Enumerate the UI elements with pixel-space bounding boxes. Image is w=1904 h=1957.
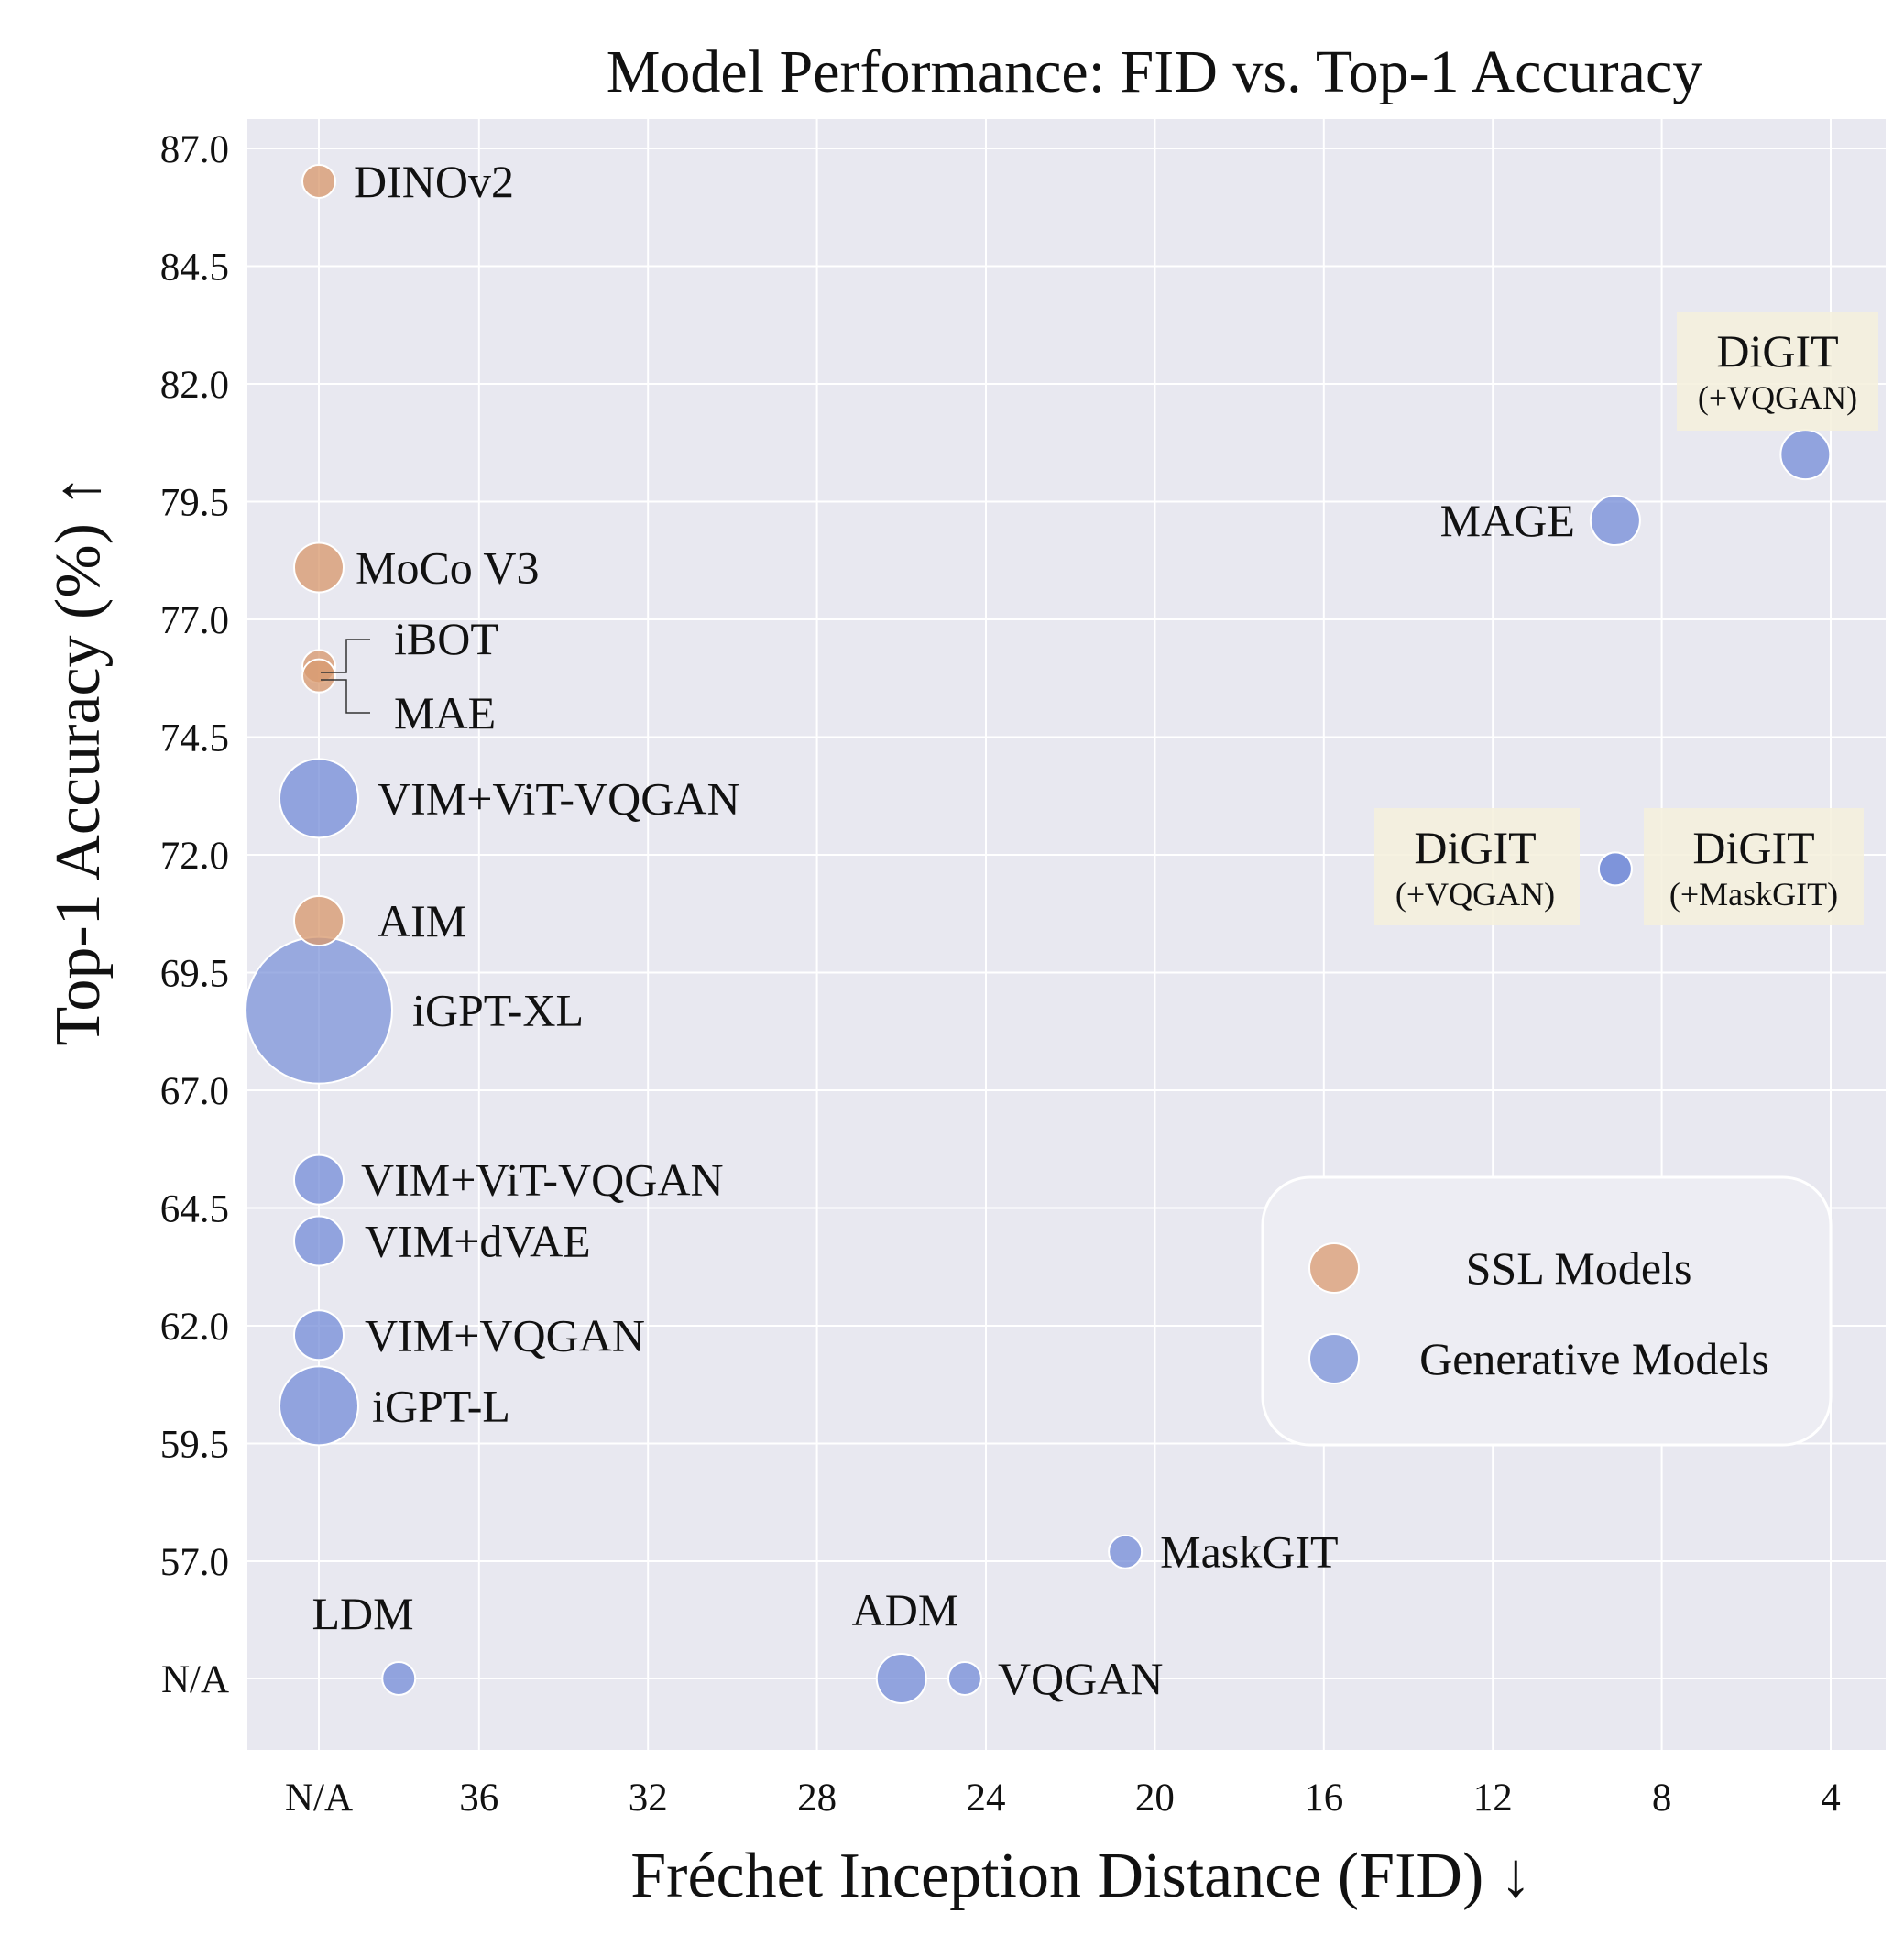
point-label-dinov2: DINOv2 xyxy=(354,156,514,207)
x-tick-label: 24 xyxy=(967,1777,1006,1820)
x-tick-label: 8 xyxy=(1652,1777,1672,1820)
point-label-vim-dvae: VIM+dVAE xyxy=(365,1215,591,1266)
point-label-vim-vit-vqgan: VIM+ViT-VQGAN xyxy=(361,1154,724,1206)
x-tick-label: 4 xyxy=(1821,1777,1841,1820)
point-adm xyxy=(875,1653,927,1704)
point-vim-dvae xyxy=(293,1215,345,1267)
y-tick-label: 67.0 xyxy=(160,1070,229,1113)
y-tick-label: 64.5 xyxy=(160,1188,229,1231)
annotation-box xyxy=(1374,808,1580,925)
point-vim-vqgan xyxy=(293,1309,345,1361)
legend-label-generative: Generative Models xyxy=(1419,1333,1769,1384)
y-axis-label: Top-1 Accuracy (%) ↑ xyxy=(43,476,114,1046)
y-tick-label: 84.5 xyxy=(160,246,229,290)
point-igpt-xl xyxy=(245,935,393,1085)
y-tick-label: 74.5 xyxy=(160,717,229,760)
x-tick-label: 32 xyxy=(629,1777,668,1820)
legend-box xyxy=(1261,1175,1833,1447)
y-tick-label: 72.0 xyxy=(160,835,229,878)
y-tick-label: 62.0 xyxy=(160,1306,229,1349)
y-tick-label: N/A xyxy=(161,1658,229,1701)
point-digit-vqgan xyxy=(1779,429,1832,481)
y-tick-label: 69.5 xyxy=(160,953,229,996)
plot-area xyxy=(247,119,1886,1750)
point-label-moco-v3: MoCo V3 xyxy=(356,541,540,593)
point-vim-vit-vqgan xyxy=(279,758,359,839)
point-labels: DINOv2 MoCo V3 iBOT MAE AIM VIM+ViT-VQGAN iGPT… xyxy=(312,156,1878,1704)
point-label-aim: AIM xyxy=(378,895,466,946)
point-sublabel: (+VQGAN) xyxy=(1698,379,1857,416)
point-label-adm: ADM xyxy=(852,1584,959,1635)
point-sublabel: (+VQGAN) xyxy=(1395,876,1555,913)
point-vim-vit-vqgan xyxy=(293,1153,345,1206)
point-label-vqgan: VQGAN xyxy=(998,1653,1164,1704)
point-ldm xyxy=(381,1661,417,1696)
chart-title: Model Performance: FID vs. Top-1 Accurac… xyxy=(607,38,1703,105)
point-label-digit: DiGIT xyxy=(1692,822,1814,873)
point-label-mae: MAE xyxy=(394,687,496,738)
tick-labels: N/A 36 32 28 24 20 16 12 8 4 N/A 57.0 59.5 62.0 64.5 67… xyxy=(160,128,1841,1820)
point-label-ldm: LDM xyxy=(312,1588,413,1639)
x-tick-label: 16 xyxy=(1304,1777,1343,1820)
point-label-vim-vqgan: VIM+VQGAN xyxy=(365,1309,645,1361)
x-tick-label: 12 xyxy=(1473,1777,1513,1820)
leader-line xyxy=(321,639,370,673)
point-mae xyxy=(301,658,336,694)
x-tick-label: 28 xyxy=(797,1777,837,1820)
annotation-box xyxy=(1677,312,1878,431)
point-sublabel: (+MaskGIT) xyxy=(1669,876,1838,913)
legend-swatch-generative xyxy=(1308,1333,1360,1384)
point-label-igpt-xl: iGPT-XL xyxy=(412,985,584,1036)
y-tick-label: 87.0 xyxy=(160,128,229,171)
point-aim xyxy=(293,894,345,946)
legend-swatch-ssl xyxy=(1308,1242,1360,1294)
point-label-ibot: iBOT xyxy=(394,613,498,664)
point-dinov2 xyxy=(301,163,336,199)
annotation-box xyxy=(1644,808,1864,925)
point-igpt-l xyxy=(279,1365,359,1447)
point-vqgan xyxy=(947,1661,982,1696)
legend-label-ssl: SSL Models xyxy=(1466,1242,1692,1294)
point-maskgit xyxy=(1108,1534,1143,1569)
point-label-vim-vit-vqgan: VIM+ViT-VQGAN xyxy=(378,772,740,824)
point-label-mage: MAGE xyxy=(1440,495,1575,546)
point-mage xyxy=(1589,495,1641,547)
x-axis-label: Fréchet Inception Distance (FID) ↓ xyxy=(630,1841,1532,1911)
y-tick-label: 77.0 xyxy=(160,599,229,642)
y-tick-label: 79.5 xyxy=(160,482,229,525)
point-label-digit: DiGIT xyxy=(1716,325,1838,377)
y-tick-label: 59.5 xyxy=(160,1424,229,1467)
y-tick-label: 57.0 xyxy=(160,1541,229,1584)
legend: SSL Models Generative Models xyxy=(1261,1175,1833,1447)
point-label-digit: DiGIT xyxy=(1414,822,1536,873)
x-tick-label: 20 xyxy=(1135,1777,1175,1820)
leader-line xyxy=(321,679,370,714)
point-label-maskgit: MaskGIT xyxy=(1160,1526,1338,1578)
x-tick-label: N/A xyxy=(285,1777,353,1820)
point-moco-v3 xyxy=(293,541,345,594)
point-label-igpt-l: iGPT-L xyxy=(372,1380,510,1431)
point-digit-maskgit xyxy=(1597,851,1633,887)
y-tick-label: 82.0 xyxy=(160,364,229,407)
x-tick-label: 36 xyxy=(459,1777,498,1820)
points xyxy=(245,163,1832,1704)
